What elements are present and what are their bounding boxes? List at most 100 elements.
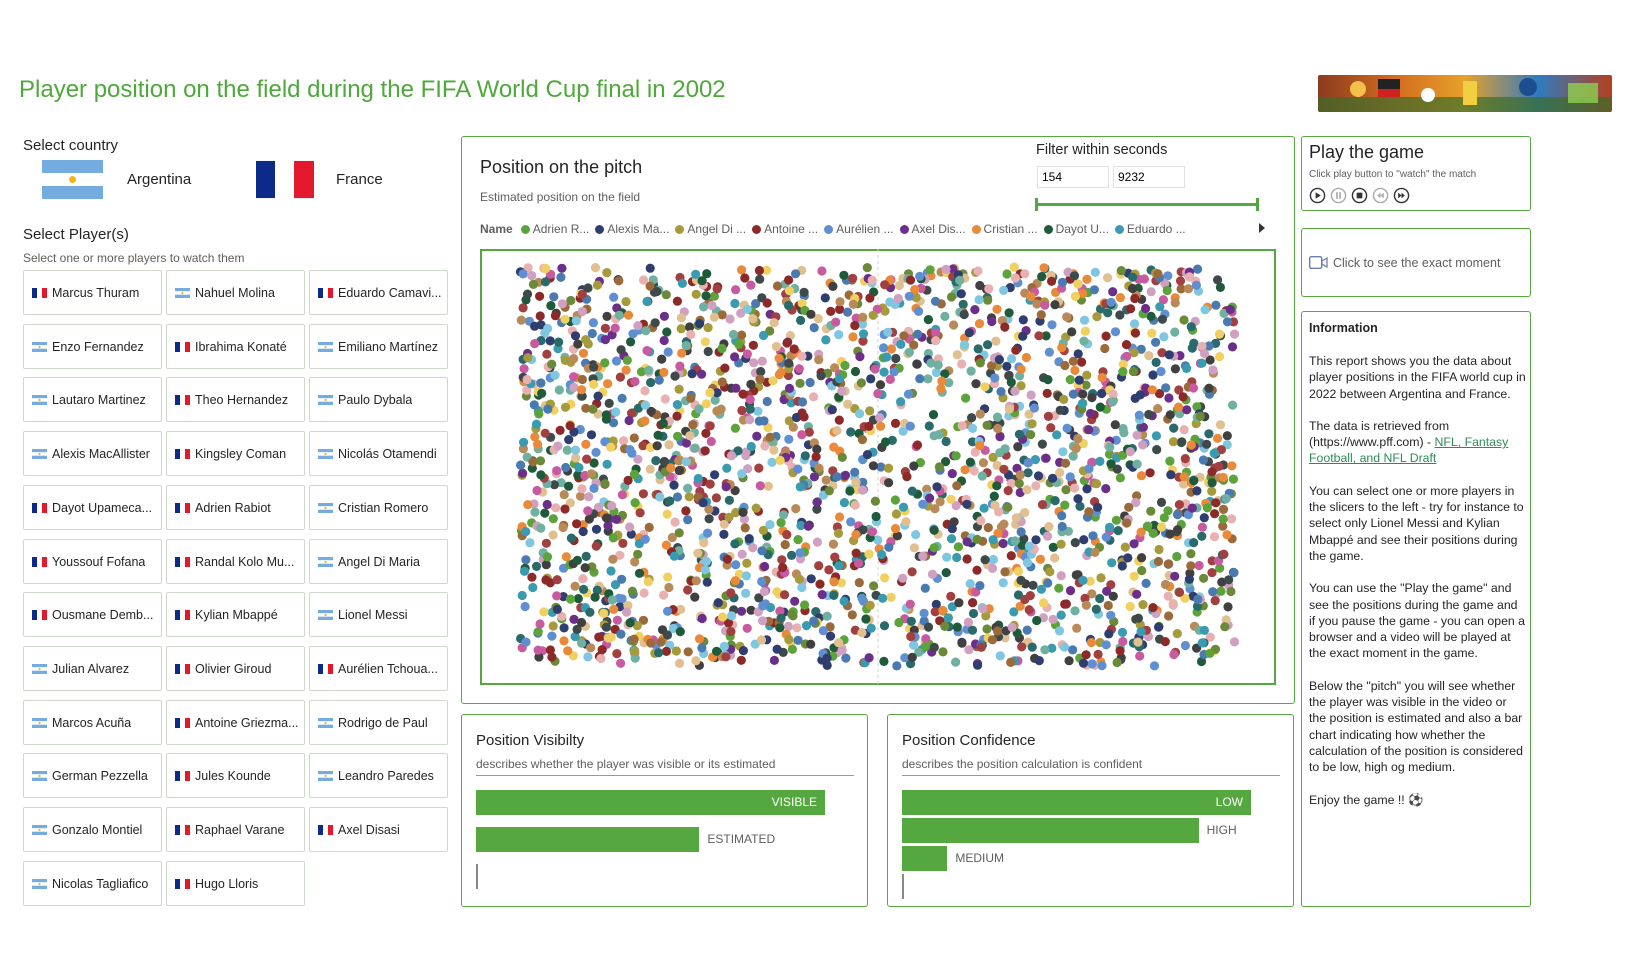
position-point [1010, 536, 1020, 546]
position-point [536, 470, 546, 480]
player-button[interactable]: Eduardo Camavi... [309, 270, 448, 315]
legend-item[interactable]: Adrien R... [520, 222, 589, 236]
player-button[interactable]: Dayot Upameca... [23, 485, 162, 530]
position-point [612, 615, 622, 625]
position-point [1207, 467, 1217, 477]
bar[interactable] [902, 846, 948, 871]
position-point [1130, 293, 1140, 304]
player-button[interactable]: Cristian Romero [309, 485, 448, 530]
player-button[interactable]: Youssouf Fofana [23, 539, 162, 584]
bar[interactable] [902, 818, 1199, 843]
position-point [736, 606, 747, 616]
player-button[interactable]: Nicolas Tagliafico [23, 861, 162, 906]
position-point [638, 441, 648, 451]
bar[interactable] [476, 827, 700, 852]
time-filter-max-input[interactable] [1113, 166, 1185, 188]
previous-icon[interactable] [1372, 187, 1389, 204]
legend-item[interactable]: Angel Di ... [675, 222, 746, 236]
player-button[interactable]: Angel Di Maria [309, 539, 448, 584]
player-button[interactable]: Aurélien Tchoua... [309, 646, 448, 691]
player-name: Axel Disasi [338, 822, 400, 837]
position-point [756, 635, 767, 645]
legend-item[interactable]: Alexis Ma... [595, 222, 669, 236]
position-point [981, 611, 991, 621]
bar[interactable] [902, 874, 904, 899]
player-button[interactable]: Enzo Fernandez [23, 324, 162, 369]
player-button[interactable]: Ousmane Demb... [23, 592, 162, 637]
player-button[interactable]: Leandro Paredes [309, 753, 448, 798]
player-button[interactable]: Emiliano Martínez [309, 324, 448, 369]
position-point [1194, 560, 1204, 571]
bar[interactable] [476, 790, 825, 815]
player-button[interactable]: Nahuel Molina [166, 270, 305, 315]
player-button[interactable]: Lionel Messi [309, 592, 448, 637]
bar[interactable] [902, 790, 1251, 815]
position-point [1042, 531, 1053, 541]
player-button[interactable]: Paulo Dybala [309, 377, 448, 422]
legend-item[interactable]: Axel Dis... [899, 222, 966, 236]
next-icon[interactable] [1393, 187, 1410, 204]
player-button[interactable]: Kingsley Coman [166, 431, 305, 476]
legend-item[interactable]: Dayot U... [1043, 222, 1109, 236]
player-button[interactable]: Rodrigo de Paul [309, 700, 448, 745]
player-button[interactable]: Julian Alvarez [23, 646, 162, 691]
position-point [937, 376, 947, 386]
info-paragraph-4: You can use the "Play the game" and see … [1309, 581, 1526, 661]
player-button[interactable]: Marcos Acuña [23, 700, 162, 745]
position-point [880, 437, 891, 447]
bar[interactable] [476, 864, 478, 889]
position-point [987, 361, 997, 371]
player-button[interactable]: Theo Hernandez [166, 377, 305, 422]
position-point [730, 539, 740, 549]
country-france[interactable]: France [256, 160, 383, 199]
player-button[interactable]: Hugo Lloris [166, 861, 305, 906]
player-button[interactable]: Alexis MacAllister [23, 431, 162, 476]
legend-item[interactable]: Antoine ... [752, 222, 818, 236]
player-button[interactable]: Gonzalo Montiel [23, 807, 162, 852]
player-button[interactable]: German Pezzella [23, 753, 162, 798]
info-source-link[interactable]: NFL, Fantasy Football, and NFL Draft [1309, 435, 1509, 466]
position-point [1032, 615, 1042, 626]
time-filter-slider-min-handle[interactable] [1035, 198, 1038, 211]
time-filter-slider-max-handle[interactable] [1256, 198, 1259, 211]
position-point [857, 435, 867, 445]
legend-next-icon[interactable] [1258, 223, 1266, 233]
country-argentina[interactable]: Argentina [42, 160, 191, 199]
player-button[interactable]: Lautaro Martinez [23, 377, 162, 422]
time-filter-slider-track[interactable] [1036, 203, 1258, 206]
player-button[interactable]: Kylian Mbappé [166, 592, 305, 637]
play-icon[interactable] [1309, 187, 1326, 204]
player-button[interactable]: Antoine Griezma... [166, 700, 305, 745]
france-flag-icon [175, 663, 190, 674]
position-point [967, 413, 977, 423]
player-button[interactable]: Raphael Varane [166, 807, 305, 852]
player-button[interactable]: Randal Kolo Mu... [166, 539, 305, 584]
position-point [719, 529, 729, 539]
player-name: Nahuel Molina [195, 285, 275, 300]
player-button[interactable]: Olivier Giroud [166, 646, 305, 691]
stop-icon[interactable] [1351, 187, 1368, 204]
player-button[interactable]: Marcus Thuram [23, 270, 162, 315]
position-point [1057, 343, 1067, 353]
video-link-button[interactable]: Click to see the exact moment [1301, 228, 1531, 297]
position-point [1146, 506, 1156, 516]
pause-icon[interactable] [1330, 187, 1347, 204]
legend-item[interactable]: Cristian ... [971, 222, 1038, 236]
time-filter-min-input[interactable] [1037, 166, 1109, 188]
position-point [587, 328, 597, 339]
position-point [1156, 497, 1167, 507]
player-button[interactable]: Ibrahima Konaté [166, 324, 305, 369]
position-point [1039, 263, 1049, 273]
position-point [809, 392, 819, 402]
player-button[interactable]: Adrien Rabiot [166, 485, 305, 530]
position-point [737, 469, 747, 479]
legend-title: Name [480, 222, 513, 236]
position-point [841, 653, 851, 663]
legend-item[interactable]: Eduardo ... [1114, 222, 1186, 236]
position-point [584, 492, 594, 502]
legend-item[interactable]: Aurélien ... [824, 222, 894, 236]
player-button[interactable]: Axel Disasi [309, 807, 448, 852]
player-button[interactable]: Jules Kounde [166, 753, 305, 798]
position-point [540, 508, 550, 518]
player-button[interactable]: Nicolás Otamendi [309, 431, 448, 476]
